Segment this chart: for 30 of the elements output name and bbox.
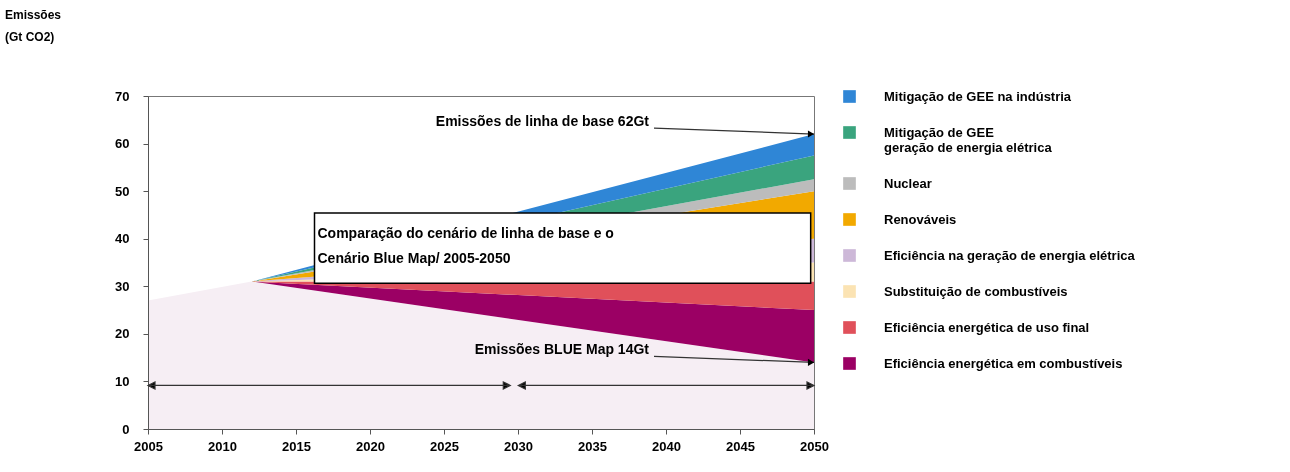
x-tick-label: 2050 bbox=[800, 438, 829, 454]
x-tick-label: 2045 bbox=[726, 438, 755, 454]
x-tick-label: 2015 bbox=[282, 438, 311, 454]
y-tick-label: 40 bbox=[115, 231, 130, 247]
legend-label: Mitigação de GEE na indústria bbox=[884, 88, 1072, 104]
y-tick-label: 70 bbox=[115, 88, 130, 104]
text: Emissões (Gt CO2) bbox=[5, 8, 62, 44]
y-tick-label: 10 bbox=[115, 373, 130, 389]
x-tick-label: 2020 bbox=[356, 438, 385, 454]
legend-label: Eficiência energética em combustíveis bbox=[884, 355, 1123, 371]
annotation: Emissões BLUE Map 14Gt bbox=[474, 341, 650, 358]
x-tick-label: 2010 bbox=[208, 438, 237, 454]
legend-label: Substituição de combustíveis bbox=[884, 283, 1068, 299]
legend-label: Mitigação de GEE geração de energia elétrica bbox=[884, 124, 1053, 155]
x-tick-label: 2040 bbox=[652, 438, 681, 454]
legend-label: Nuclear bbox=[884, 175, 932, 191]
y-tick-label: 20 bbox=[115, 326, 130, 342]
y-tick-label: 50 bbox=[115, 183, 130, 199]
y-tick-label: 60 bbox=[115, 136, 130, 152]
x-tick-label: 2030 bbox=[504, 438, 533, 454]
x-tick-label: 2035 bbox=[578, 438, 607, 454]
y-tick-label: 30 bbox=[115, 278, 130, 294]
legend-label: Renováveis bbox=[884, 211, 957, 227]
legend-label: Eficiência energética de uso final bbox=[884, 319, 1090, 335]
legend-label: Eficiência na geração de energia elétrica bbox=[884, 247, 1136, 263]
annotation: Emissões de linha de base 62Gt bbox=[435, 113, 650, 130]
y-tick-label: 0 bbox=[122, 421, 130, 437]
x-tick-label: 2025 bbox=[430, 438, 459, 454]
x-tick-label: 2005 bbox=[134, 438, 163, 454]
annotation: Comparação do cenário de linha de base e o Cenário Blue Map/ 2005-2050 bbox=[317, 224, 614, 266]
